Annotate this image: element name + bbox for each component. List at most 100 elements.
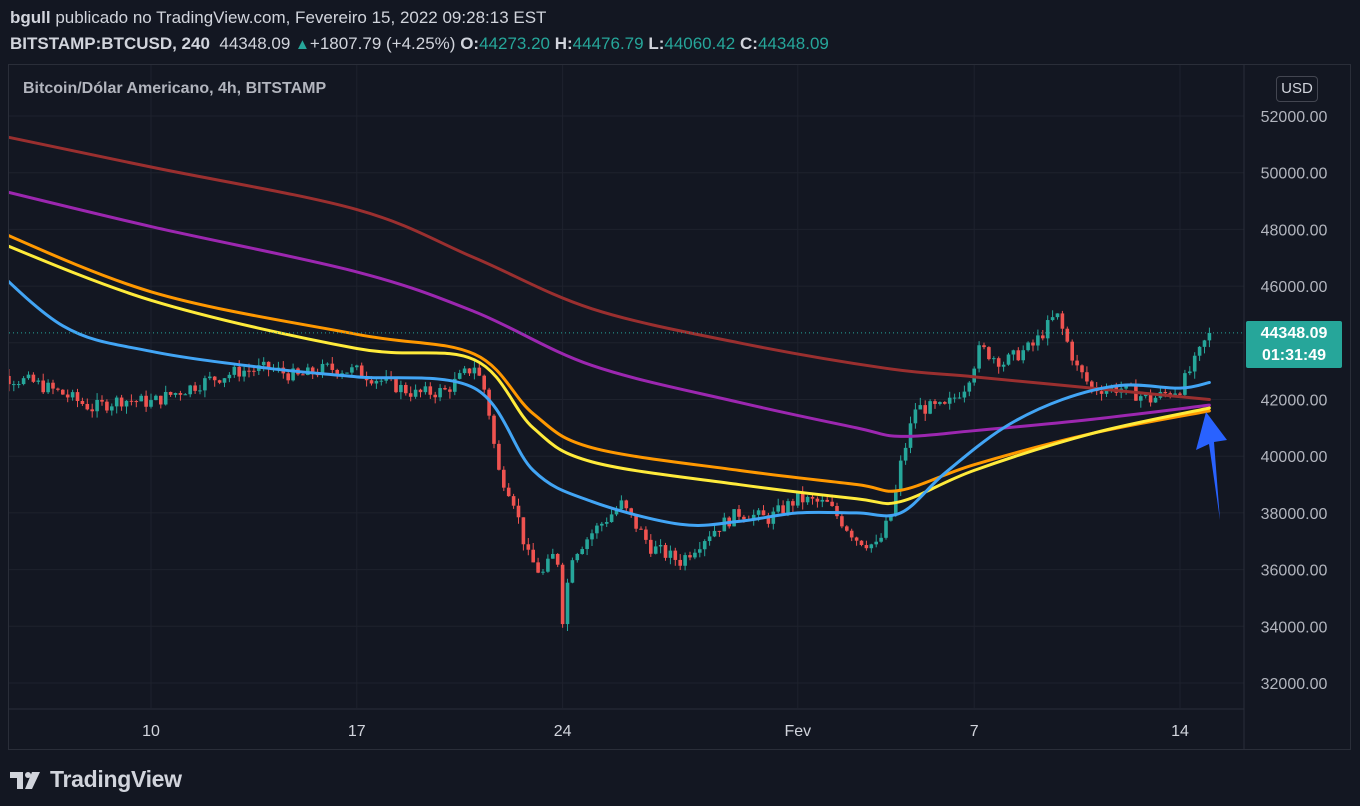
- candle-body: [65, 394, 70, 398]
- last-price-tag: 44348.09 01:31:49: [1246, 321, 1342, 368]
- candle-body: [918, 405, 923, 410]
- candle-body: [536, 562, 540, 573]
- candle-body: [766, 515, 771, 524]
- candle-body: [600, 523, 604, 526]
- candle-body: [212, 376, 217, 381]
- candle-body: [433, 394, 437, 398]
- candle-body: [350, 367, 354, 373]
- candle-body: [570, 560, 575, 583]
- candle-body: [457, 373, 462, 379]
- candle-body: [840, 516, 844, 527]
- candle-body: [634, 514, 638, 529]
- candle-body: [487, 389, 491, 416]
- candle-body: [1065, 328, 1070, 342]
- candle-body: [805, 496, 810, 503]
- tradingview-logo[interactable]: TradingView: [10, 766, 182, 793]
- candle-body: [644, 529, 648, 540]
- candle-body: [1153, 397, 1158, 403]
- candle-body: [320, 363, 325, 375]
- candle-body: [987, 347, 991, 360]
- price-tick-label: 50000.00: [1261, 166, 1328, 183]
- candle-body: [555, 553, 560, 565]
- candle-body: [933, 401, 937, 404]
- candle-body: [129, 400, 134, 402]
- candle-body: [1173, 393, 1177, 396]
- candle-body: [761, 510, 766, 516]
- candle-body: [193, 385, 197, 391]
- candle-body: [1192, 355, 1197, 372]
- candle-body: [565, 582, 570, 625]
- candle-body: [992, 358, 996, 360]
- candle-body: [1090, 381, 1094, 388]
- candle-body: [1080, 365, 1084, 373]
- candle-body: [962, 391, 967, 398]
- candle-body: [178, 393, 183, 395]
- candle-body: [482, 375, 486, 390]
- candle-body: [1070, 341, 1074, 361]
- ma-line-3: [9, 234, 1211, 493]
- candles: [9, 310, 1212, 632]
- candle-body: [849, 530, 854, 538]
- candle-body: [222, 378, 227, 383]
- price-tag-countdown: 01:31:49: [1261, 347, 1327, 364]
- candle-body: [982, 345, 986, 348]
- ohlc-bar: BITSTAMP:BTCUSD, 240 44348.09 ▲+1807.79 …: [10, 34, 829, 54]
- candle-body: [898, 460, 903, 490]
- candle-body: [756, 510, 761, 515]
- candle-body: [1178, 393, 1182, 395]
- candle-body: [1163, 391, 1168, 394]
- candle-body: [889, 515, 893, 521]
- candle-body: [1099, 391, 1104, 394]
- candle-body: [693, 552, 697, 558]
- candle-body: [472, 367, 477, 374]
- candle-body: [1006, 354, 1011, 365]
- candle-body: [404, 384, 408, 394]
- candle-body: [1148, 393, 1153, 403]
- time-tick-label: 24: [554, 723, 572, 740]
- candle-body: [261, 361, 266, 366]
- candle-body: [1060, 313, 1065, 329]
- time-tick-label: 14: [1171, 723, 1189, 740]
- candle-body: [526, 544, 531, 550]
- price-tick-label: 52000.00: [1261, 109, 1328, 126]
- candle-body: [947, 397, 952, 404]
- candle-body: [938, 402, 942, 404]
- candle-body: [1075, 360, 1079, 366]
- time-tick-label: Fev: [784, 723, 811, 740]
- candle-body: [1021, 350, 1025, 361]
- candle-body: [154, 395, 158, 401]
- candle-body: [781, 505, 785, 514]
- chart-grid: [9, 65, 1244, 708]
- candle-body: [149, 400, 153, 407]
- candle-body: [1143, 393, 1148, 397]
- price-axis: 32000.00 34000.00 36000.00 38000.00 40000.00…: [1243, 65, 1328, 749]
- candle-body: [110, 406, 114, 411]
- chart-frame: [8, 64, 1351, 750]
- candle-body: [751, 514, 756, 521]
- candle-body: [9, 375, 11, 385]
- candle-body: [379, 380, 384, 382]
- candle-body: [369, 380, 374, 384]
- candle-body: [438, 388, 442, 398]
- candle-body: [1045, 320, 1050, 339]
- price-tick-label: 36000.00: [1261, 563, 1328, 580]
- ma-line-1: [9, 135, 1211, 401]
- currency-button[interactable]: USD: [1276, 76, 1318, 102]
- candle-body: [624, 500, 629, 509]
- candle-body: [502, 469, 506, 488]
- candle-body: [408, 393, 413, 397]
- candle-body: [884, 520, 888, 538]
- candle-body: [531, 549, 535, 563]
- candle-body: [712, 530, 717, 537]
- candle-body: [639, 528, 643, 530]
- candle-body: [702, 541, 707, 550]
- candle-body: [845, 526, 849, 531]
- high-value: 44476.79: [572, 34, 644, 53]
- candle-body: [423, 386, 428, 393]
- candle-body: [737, 509, 741, 517]
- time-tick-label: 10: [142, 723, 160, 740]
- candle-body: [237, 366, 241, 377]
- candle-body: [786, 501, 790, 514]
- close-label: C:: [740, 34, 758, 53]
